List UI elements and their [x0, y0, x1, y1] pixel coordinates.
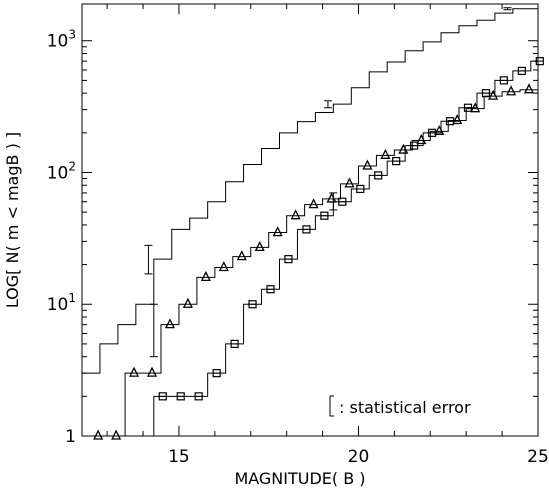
triangle-marker: [272, 226, 283, 237]
triangle-marker: [452, 114, 463, 125]
statistical-error-annotation: : statistical error: [329, 395, 471, 417]
error-bar-legend-glyph: [329, 395, 334, 417]
x-tick-labels: 15 20 25: [168, 447, 549, 467]
triangle-marker: [380, 148, 391, 159]
triangle-marker: [111, 429, 122, 440]
y-axis-title: LOG[ N( m < magB ) ]: [3, 132, 22, 308]
y-tick-label: 102: [47, 159, 76, 183]
triangle-marker: [182, 297, 193, 308]
annotation-text: : statistical error: [339, 398, 471, 417]
triangle-marker: [506, 85, 517, 96]
series-1: [89, 83, 538, 440]
x-tick-label: 20: [348, 447, 370, 467]
series-2: [153, 57, 544, 436]
triangle-marker: [290, 209, 301, 220]
axis-ticks: [82, 4, 539, 437]
triangle-marker: [146, 366, 158, 377]
triangle-marker: [164, 318, 176, 329]
triangle-marker: [344, 177, 355, 188]
triangle-marker: [416, 134, 427, 145]
y-tick-label: 101: [47, 291, 76, 315]
step-line: [81, 8, 538, 436]
triangle-marker: [326, 192, 337, 203]
triangle-marker: [254, 240, 265, 252]
triangle-marker: [488, 89, 499, 100]
x-axis-title: MAGNITUDE( B ): [234, 469, 365, 488]
triangle-marker: [362, 159, 373, 170]
triangle-marker: [523, 83, 535, 94]
x-tick-label: 25: [527, 447, 549, 467]
y-tick-labels: 1 101 102 103: [47, 28, 76, 447]
y-tick-label: 1: [65, 427, 76, 447]
triangle-marker: [218, 261, 229, 272]
triangle-marker: [129, 366, 140, 377]
y-tick-label: 103: [47, 28, 76, 52]
triangle-marker: [200, 270, 211, 281]
plot-frame: [81, 3, 539, 437]
x-tick-label: 15: [168, 447, 190, 467]
step-line: [153, 60, 538, 436]
series-0: [81, 7, 538, 436]
series-layer: [81, 7, 544, 440]
triangle-marker: [398, 143, 409, 154]
triangle-marker: [93, 429, 104, 440]
step-line: [89, 89, 538, 437]
triangle-marker: [308, 198, 319, 209]
triangle-marker: [236, 250, 247, 261]
